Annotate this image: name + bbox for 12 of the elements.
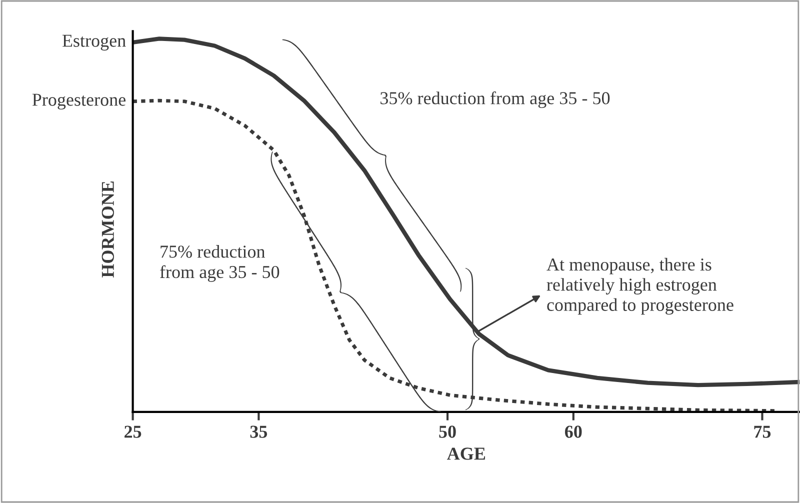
x-tick-label: 25 (124, 426, 142, 438)
x-tick-label: 35 (250, 426, 268, 438)
annotation: 35% reduction from age 35 - 50 (380, 91, 610, 108)
series-label: Estrogen (62, 34, 126, 51)
x-axis-title: AGE (447, 448, 486, 460)
x-tick-label: 75 (754, 426, 771, 438)
x-tick-label: 60 (564, 426, 582, 438)
annotation: At menopause, there is relatively high estrogen compared to progesterone (546, 258, 734, 315)
x-tick-label: 50 (439, 426, 456, 438)
series-label: Progesterone (32, 94, 126, 110)
annotation: 75% reduction from age 35 - 50 (160, 245, 280, 282)
y-axis-title: HORMONE (102, 181, 114, 278)
